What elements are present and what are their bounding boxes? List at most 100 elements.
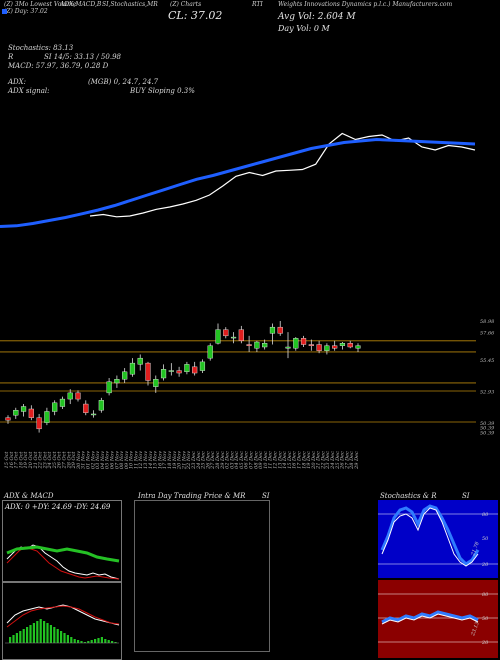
stoch-tick-20: 20: [481, 562, 489, 568]
price-x-tick: 19 Nov: [172, 451, 178, 469]
macd-hist-bar: [114, 642, 117, 643]
header-col5: RTI: [252, 1, 263, 8]
macd-hist-bar: [36, 621, 39, 643]
rsi-tick-20: 20: [481, 640, 489, 646]
macd-hist-bar: [97, 638, 100, 643]
price-x-tick: 03 Nov: [95, 451, 101, 469]
price-x-tick: 11 Dec: [268, 451, 274, 469]
macd-hist-bar: [43, 621, 46, 643]
candle-bear: [238, 329, 244, 341]
macd-hist-bar: [77, 640, 80, 643]
macd-hist-bar: [46, 623, 49, 643]
price-x-tick: 29 Oct: [71, 451, 77, 470]
candle-bull: [137, 357, 143, 365]
price-y-tick: 57.66: [480, 331, 495, 337]
macd-hist-bar: [73, 639, 76, 643]
price-x-tick: 28 Dec: [349, 451, 355, 470]
macd-hist-bar: [100, 637, 103, 643]
price-x-tick: 25 Dec: [335, 451, 341, 470]
rsi-chart: 80 50 20 23.13: [378, 592, 498, 646]
price-x-tick: 12 Dec: [273, 451, 279, 469]
macd-hist-bar: [104, 639, 107, 643]
stoch-tick-80: 80: [482, 512, 489, 518]
candle-bear: [192, 366, 198, 374]
price-x-tick: 16 Nov: [157, 451, 163, 469]
candle-bull: [285, 346, 291, 349]
stoch-chart: 80 50 20 21.78: [378, 504, 498, 568]
price-x-tick: 06 Nov: [110, 451, 116, 469]
candle-bull: [254, 341, 260, 349]
candle-bull: [230, 336, 237, 339]
candle-bull: [199, 361, 206, 371]
candle-bull: [13, 410, 19, 416]
price-x-tick: 10 Dec: [263, 451, 269, 469]
macd-hist-bar: [19, 631, 22, 643]
price-x-tick: 29 Dec: [354, 451, 360, 470]
price-x-tick: 20 Oct: [28, 451, 34, 470]
price-x-tick: 07 Nov: [114, 451, 120, 469]
price-x-tick: 13 Dec: [277, 451, 283, 469]
price-x-tick: 03 Dec: [229, 451, 235, 469]
price-x-tick: 08 Dec: [253, 451, 259, 469]
macd-readout: MACD: 57.97, 36.79, 0.28 D: [8, 62, 109, 70]
macd-hist-bar: [90, 640, 93, 643]
adx-line: [6, 545, 120, 563]
buy-signal-readout: BUY Sloping 0.3%: [130, 87, 195, 95]
adx-readout: ADX:: [8, 78, 27, 86]
r-readout: R: [8, 53, 14, 61]
candle-bear: [300, 338, 307, 345]
macd-hist-bar: [80, 641, 83, 643]
price-x-tick: 07 Dec: [249, 451, 255, 469]
price-x-tick: 23 Dec: [191, 451, 197, 470]
candle-bear: [75, 392, 81, 400]
price-x-tick: 22 Oct: [38, 451, 44, 470]
candle-bull: [269, 326, 276, 334]
price-x-tick: 29 Dec: [220, 451, 226, 470]
price-x-tick: 21 Dec: [316, 451, 322, 470]
price-y-tick: 58.98: [480, 319, 494, 325]
candle-bull: [168, 370, 174, 372]
candle-bull: [324, 345, 330, 351]
price-x-tick: 27 Dec: [344, 451, 350, 470]
macd-hist-bar: [107, 640, 110, 643]
price-x-tick: 31 Nov: [81, 451, 87, 469]
macd-hist-bar: [39, 619, 42, 643]
stoch-k-line: [381, 507, 479, 567]
intraday-panel: [134, 500, 270, 652]
candle-bear: [277, 326, 283, 334]
rsi-panel: 80 50 20 23.13: [378, 580, 498, 658]
macd-hist-bar: [22, 629, 25, 643]
macd-signal-line: [6, 605, 120, 628]
rsi-smoothed-line: [381, 610, 479, 624]
price-x-tick: 23 Oct: [42, 451, 48, 470]
macd-hist-bar: [12, 635, 15, 643]
price-x-tick: 21 Nov: [181, 451, 187, 470]
candle-bear: [308, 344, 314, 346]
candle-bull: [184, 364, 190, 373]
stoch-last-value: 21.78: [470, 541, 481, 557]
macd-hist-bar: [32, 623, 35, 643]
price-x-tick: 17 Nov: [162, 451, 168, 469]
rsi-last-value: 23.13: [470, 621, 481, 637]
candle-bear: [316, 344, 322, 351]
macd-hist-bar: [29, 625, 32, 643]
header-col1-line1: (Z) 3Mo Lowest Volume: [4, 1, 77, 8]
price-x-tick: 24 Dec: [196, 451, 202, 470]
price-x-tick: 26 Dec: [340, 451, 346, 470]
macd-hist-bar: [111, 641, 114, 643]
macd-hist-bar: [87, 641, 90, 643]
candle-bull: [262, 343, 268, 348]
rsi-line: [381, 613, 479, 625]
header-col4: (Z) Charts: [170, 1, 202, 8]
macd-hist-bar: [53, 627, 56, 643]
candle-bull: [129, 362, 136, 375]
stoch-si-label: SI: [462, 492, 470, 500]
price-x-tick: 20 Dec: [311, 451, 317, 470]
price-x-tick: 14 Nov: [148, 451, 154, 469]
stoch-d-line: [380, 504, 480, 566]
price-x-tick: 27 Dec: [210, 451, 216, 470]
rsi-tick-80: 80: [482, 592, 489, 598]
trend-series-2: [0, 137, 476, 228]
price-x-tick: 05 Nov: [105, 451, 111, 469]
candle-bear: [5, 417, 11, 421]
